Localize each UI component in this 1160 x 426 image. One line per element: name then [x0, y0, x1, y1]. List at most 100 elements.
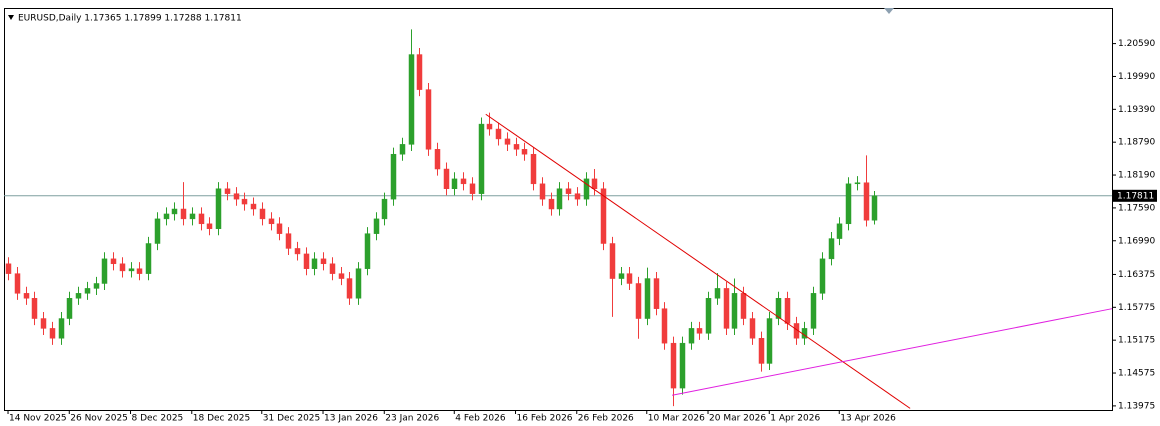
shift-marker — [884, 8, 894, 14]
candle-body — [714, 288, 721, 299]
candle-body — [49, 328, 56, 339]
y-tick-label: 1.20590 — [1118, 39, 1155, 49]
candle-body — [373, 218, 380, 234]
candle-body — [285, 233, 292, 249]
y-tick-label: 1.17590 — [1118, 203, 1155, 213]
x-tick-label: 4 Feb 2026 — [455, 414, 506, 424]
candle-body — [84, 288, 91, 294]
trendline — [672, 308, 1113, 396]
candle-body — [609, 243, 616, 279]
candle-body — [723, 288, 730, 329]
candle-body — [469, 183, 476, 194]
candle-body — [355, 268, 362, 299]
candle-body — [311, 258, 318, 269]
candle-body — [250, 203, 257, 210]
candle-body — [556, 188, 563, 210]
candle-body — [14, 273, 21, 294]
x-tick-label: 14 Nov 2025 — [9, 414, 67, 424]
candle-body — [276, 223, 283, 234]
candle-body — [854, 182, 861, 185]
candle-body — [119, 263, 126, 272]
candle-body — [653, 278, 660, 309]
candle-body — [539, 183, 546, 200]
candle-body — [863, 182, 870, 221]
candle-body — [451, 178, 458, 189]
candle-body — [661, 308, 668, 344]
candle-body — [31, 298, 38, 319]
candle-body — [128, 268, 135, 272]
y-tick-label: 1.19390 — [1118, 105, 1155, 115]
candle-body — [521, 149, 528, 155]
candle-body — [101, 258, 108, 284]
candle-body — [618, 273, 625, 279]
candle-body — [644, 278, 651, 319]
candle-body — [259, 208, 266, 220]
candle-body — [40, 318, 47, 329]
x-tick-label: 20 Mar 2026 — [709, 414, 766, 424]
y-tick-label: 1.16375 — [1118, 270, 1155, 280]
candle-body — [696, 328, 703, 334]
candle-body — [670, 342, 677, 389]
candle-body — [819, 258, 826, 294]
candle-body — [198, 213, 205, 225]
candle-body — [23, 293, 30, 299]
candle-body — [58, 318, 65, 339]
candle-body — [591, 178, 598, 189]
candle-body — [206, 223, 213, 229]
y-tick-label: 1.13975 — [1118, 401, 1155, 411]
candle-body — [513, 144, 520, 150]
x-tick-label: 23 Jan 2026 — [385, 414, 439, 424]
candle-body — [731, 293, 738, 329]
candle-body — [836, 223, 843, 239]
candle-body — [171, 208, 178, 215]
candle-body — [705, 298, 712, 334]
plot-frame — [4, 8, 1113, 411]
candle-body — [845, 183, 852, 225]
x-tick-label: 13 Apr 2026 — [840, 414, 896, 424]
candle-body — [399, 144, 406, 155]
x-tick-label: 10 Mar 2026 — [648, 414, 705, 424]
candle-body — [163, 213, 170, 220]
candle-body — [635, 283, 642, 319]
candle-body — [329, 263, 336, 274]
candle-body — [810, 293, 817, 329]
y-tick-label: 1.18190 — [1118, 171, 1155, 181]
candle-body — [416, 54, 423, 90]
candle-body — [189, 213, 196, 220]
chart-title: EURUSD,Daily 1.17365 1.17899 1.17288 1.1… — [18, 14, 242, 24]
menu-arrow[interactable] — [8, 15, 14, 20]
candle-body — [574, 193, 581, 200]
y-tick-label: 1.19990 — [1118, 72, 1155, 82]
candle-body — [679, 342, 686, 389]
candle-body — [784, 298, 791, 324]
x-tick-label: 31 Dec 2025 — [263, 414, 321, 424]
candle-body — [775, 298, 782, 319]
candle-body — [145, 243, 152, 274]
candle-body — [530, 153, 537, 185]
candle-body — [215, 188, 222, 229]
candle-body — [381, 198, 388, 220]
candle-body — [294, 248, 301, 255]
x-tick-label: 8 Dec 2025 — [132, 414, 184, 424]
candle-body — [224, 188, 231, 194]
y-tick-label: 1.15175 — [1118, 336, 1155, 346]
candle-body — [443, 168, 450, 189]
candle-body — [154, 218, 161, 244]
candle-body — [93, 283, 100, 289]
candle-body — [758, 338, 765, 364]
candle-body — [688, 328, 695, 344]
candle-body — [434, 149, 441, 170]
candle-body — [338, 273, 345, 279]
candle-body — [486, 123, 493, 130]
candle-body — [504, 138, 511, 145]
candle-body — [346, 278, 353, 299]
candle-body — [460, 178, 467, 185]
candle-body — [749, 318, 756, 339]
current-price-box — [1113, 189, 1157, 202]
candle-body — [110, 258, 117, 265]
y-tick-label: 1.18790 — [1118, 138, 1155, 148]
y-tick-label: 1.14575 — [1118, 369, 1155, 379]
candle-body — [828, 238, 835, 260]
candle-body — [583, 178, 590, 200]
